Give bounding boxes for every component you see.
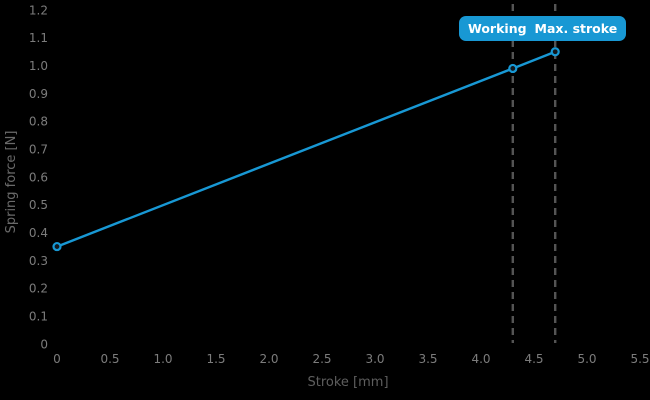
x-tick-label: 1.5 <box>206 352 225 366</box>
x-tick-label: 0 <box>53 352 61 366</box>
data-point-marker <box>550 47 560 57</box>
max-stroke-label: Max. stroke <box>534 21 618 36</box>
x-tick-label: 4.5 <box>524 352 543 366</box>
y-tick-label: 0.1 <box>29 309 48 323</box>
y-tick-label: 0.6 <box>29 170 48 184</box>
stroke-annotation-badge: Working Max. stroke <box>459 16 627 41</box>
x-tick-label: 2.0 <box>259 352 278 366</box>
x-tick-label: 1.0 <box>153 352 172 366</box>
x-tick-label: 0.5 <box>100 352 119 366</box>
x-tick-label: 5.0 <box>577 352 596 366</box>
y-axis-title: Spring force [N] <box>4 131 19 234</box>
data-point-marker <box>508 63 518 74</box>
x-tick-label: 3.0 <box>365 352 384 366</box>
x-tick-label: 3.5 <box>418 352 437 366</box>
y-tick-label: 0.3 <box>29 254 48 268</box>
x-tick-label: 5.5 <box>630 352 649 366</box>
y-tick-label: 0.5 <box>29 198 48 212</box>
y-tick-label: 0.4 <box>29 226 48 240</box>
x-axis-title: Stroke [mm] <box>307 375 388 390</box>
x-tick-label: 4.0 <box>471 352 490 366</box>
y-tick-label: 1.2 <box>29 3 48 17</box>
working-stroke-label: Working <box>468 21 527 36</box>
series-line <box>56 50 556 248</box>
y-tick-label: 1.0 <box>29 59 48 73</box>
x-tick-label: 2.5 <box>312 352 331 366</box>
y-tick-label: 0.9 <box>29 87 48 101</box>
data-point-marker <box>52 241 62 252</box>
y-tick-label: 0.7 <box>29 142 48 156</box>
y-tick-label: 1.1 <box>29 31 48 45</box>
y-tick-label: 0.2 <box>29 282 48 296</box>
y-tick-label: 0.8 <box>29 115 48 129</box>
y-tick-label: 0 <box>40 337 48 351</box>
